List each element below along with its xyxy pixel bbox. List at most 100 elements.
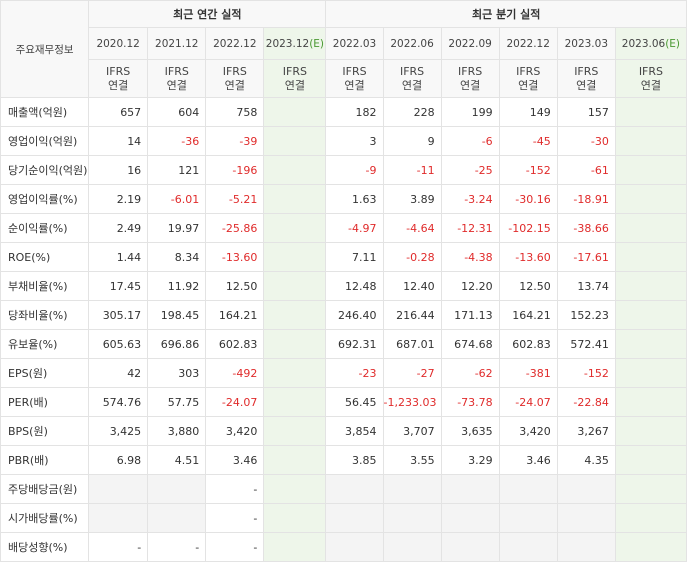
quarter-value-cell: 149 xyxy=(498,97,558,127)
annual-value-cell: 1.44 xyxy=(88,242,149,272)
annual-value-cell: 604 xyxy=(147,97,207,127)
annual-value-cell xyxy=(147,503,207,533)
annual-value-cell xyxy=(263,358,327,388)
table-row: BPS(원) 3,425 3,880 3,420 3,854 3,707 3,635 3,42… xyxy=(0,416,688,446)
quarter-value-cell: 13.74 xyxy=(556,271,616,301)
ifrs-consolidated-label: IFRS 연결 xyxy=(263,59,327,98)
annual-value-cell xyxy=(263,213,327,243)
ifrs-consolidated-label: IFRS 연결 xyxy=(556,59,616,98)
annual-value-cell: 19.97 xyxy=(147,213,207,243)
quarter-value-cell: 12.20 xyxy=(440,271,500,301)
quarter-value-cell: 3.55 xyxy=(382,445,442,475)
annual-value-cell: 3.46 xyxy=(205,445,265,475)
quarter-value-cell: 602.83 xyxy=(498,329,558,359)
quarter-value-cell: -152 xyxy=(498,155,558,185)
annual-value-cell xyxy=(263,184,327,214)
quarter-value-cell: -4.38 xyxy=(440,242,500,272)
table-row: 당좌비율(%) 305.17 198.45 164.21 246.40 216.44 171… xyxy=(0,300,688,330)
quarter-value-cell xyxy=(498,503,558,533)
annual-value-cell: 8.34 xyxy=(147,242,207,272)
quarter-value-cell: 246.40 xyxy=(325,300,384,330)
row-label: PBR(배) xyxy=(0,445,90,475)
quarter-value-cell: 3,854 xyxy=(325,416,384,446)
annual-value-cell: 305.17 xyxy=(88,300,149,330)
row-label: 주당배당금(원) xyxy=(0,474,90,504)
row-label: 영업이익률(%) xyxy=(0,184,90,214)
quarter-value-cell: 12.48 xyxy=(325,271,384,301)
quarter-value-cell: 56.45 xyxy=(325,387,384,417)
ifrs-consolidated-label: IFRS 연결 xyxy=(88,59,149,98)
quarter-value-cell: 164.21 xyxy=(498,300,558,330)
quarter-value-cell: -18.91 xyxy=(556,184,616,214)
table-row: 순이익률(%) 2.49 19.97 -25.86 -4.97 -4.64 -12.31 -1… xyxy=(0,213,688,243)
quarter-value-cell xyxy=(440,503,500,533)
annual-value-cell: -25.86 xyxy=(205,213,265,243)
quarter-value-cell: -152 xyxy=(556,358,616,388)
annual-value-cell: 11.92 xyxy=(147,271,207,301)
quarter-value-cell: 3.85 xyxy=(325,445,384,475)
table-row: PER(배) 574.76 57.75 -24.07 56.45 -1,233.03 -73… xyxy=(0,387,688,417)
annual-value-cell: 164.21 xyxy=(205,300,265,330)
ifrs-consolidated-label: IFRS 연결 xyxy=(325,59,384,98)
quarter-value-cell: 3.89 xyxy=(382,184,442,214)
table-row: 영업이익률(%) 2.19 -6.01 -5.21 1.63 3.89 -3.24 -30.1… xyxy=(0,184,688,214)
annual-value-cell: 57.75 xyxy=(147,387,207,417)
quarter-value-cell xyxy=(614,213,688,243)
quarter-value-cell: 216.44 xyxy=(382,300,442,330)
annual-value-cell: -196 xyxy=(205,155,265,185)
quarter-value-cell: 3 xyxy=(325,126,384,156)
quarter-value-cell: -4.64 xyxy=(382,213,442,243)
row-header-label: 주요재무정보 xyxy=(0,0,90,98)
quarter-value-cell xyxy=(614,387,688,417)
annual-value-cell: 605.63 xyxy=(88,329,149,359)
annual-value-cell: 6.98 xyxy=(88,445,149,475)
ifrs-consolidated-label: IFRS 연결 xyxy=(205,59,265,98)
quarter-value-cell: 12.40 xyxy=(382,271,442,301)
annual-value-cell xyxy=(263,242,327,272)
annual-value-cell xyxy=(263,155,327,185)
quarter-value-cell: 3,267 xyxy=(556,416,616,446)
annual-value-cell: 696.86 xyxy=(147,329,207,359)
annual-value-cell: 2.49 xyxy=(88,213,149,243)
quarter-value-cell: -11 xyxy=(382,155,442,185)
annual-value-cell: 758 xyxy=(205,97,265,127)
annual-value-cell xyxy=(263,474,327,504)
table-row: ROE(%) 1.44 8.34 -13.60 7.11 -0.28 -4.38 -13.60… xyxy=(0,242,688,272)
annual-period-header: 2023.12(E) xyxy=(263,27,327,60)
row-label: PER(배) xyxy=(0,387,90,417)
annual-value-cell xyxy=(263,97,327,127)
annual-value-cell xyxy=(88,474,149,504)
annual-value-cell: 602.83 xyxy=(205,329,265,359)
annual-value-cell xyxy=(263,387,327,417)
quarter-value-cell: -12.31 xyxy=(440,213,500,243)
quarter-value-cell: 674.68 xyxy=(440,329,500,359)
annual-value-cell: 303 xyxy=(147,358,207,388)
quarter-value-cell: -23 xyxy=(325,358,384,388)
quarter-value-cell: 182 xyxy=(325,97,384,127)
quarter-value-cell: 3,635 xyxy=(440,416,500,446)
annual-value-cell: - xyxy=(88,532,149,562)
quarter-value-cell xyxy=(382,532,442,562)
annual-value-cell: 3,425 xyxy=(88,416,149,446)
annual-value-cell: -39 xyxy=(205,126,265,156)
table-row: EPS(원) 42 303 -492 -23 -27 -62 -381 -152 xyxy=(0,358,688,388)
quarter-value-cell xyxy=(498,474,558,504)
estimate-mark: (E) xyxy=(309,37,325,50)
quarter-value-cell xyxy=(614,242,688,272)
annual-value-cell xyxy=(263,329,327,359)
ifrs-consolidated-label: IFRS 연결 xyxy=(614,59,688,98)
quarter-value-cell: -6 xyxy=(440,126,500,156)
quarter-value-cell: -4.97 xyxy=(325,213,384,243)
annual-value-cell xyxy=(263,271,327,301)
quarter-value-cell: -38.66 xyxy=(556,213,616,243)
annual-period-header: 2022.12 xyxy=(205,27,265,60)
quarter-value-cell: -73.78 xyxy=(440,387,500,417)
annual-value-cell xyxy=(263,445,327,475)
annual-value-cell: 17.45 xyxy=(88,271,149,301)
quarter-value-cell: -102.15 xyxy=(498,213,558,243)
annual-period-header: 2020.12 xyxy=(88,27,149,60)
quarter-value-cell xyxy=(556,532,616,562)
annual-value-cell: 14 xyxy=(88,126,149,156)
quarter-value-cell xyxy=(614,329,688,359)
table-row: 영업이익(억원) 14 -36 -39 3 9 -6 -45 -30 xyxy=(0,126,688,156)
